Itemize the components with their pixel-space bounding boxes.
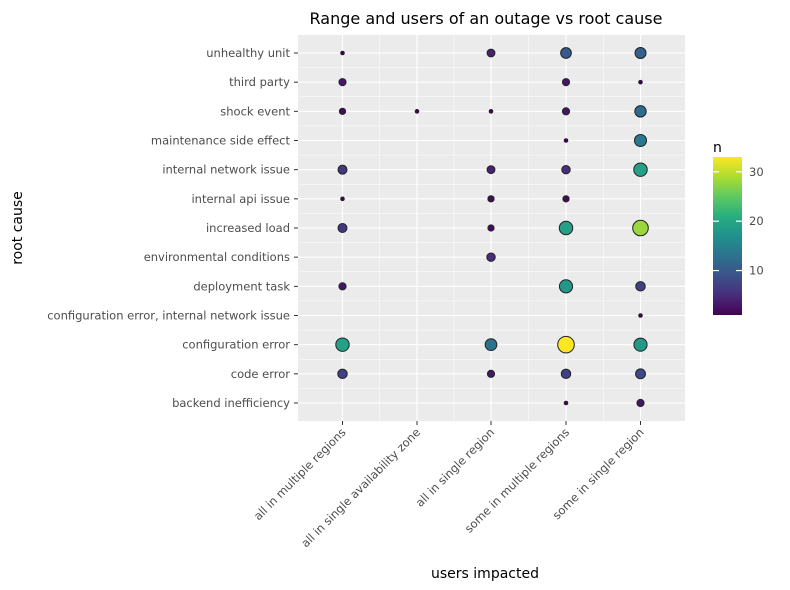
y-tick-label: maintenance side effect: [151, 134, 291, 148]
data-point: [563, 138, 569, 143]
chart-title: Range and users of an outage vs root cau…: [310, 9, 663, 28]
x-tick-label: all in single region: [413, 425, 497, 509]
data-point: [633, 133, 648, 148]
data-point: [638, 313, 643, 318]
y-tick-label: internal network issue: [162, 163, 290, 177]
y-tick-label: backend inefficiency: [172, 396, 290, 410]
data-point: [634, 46, 647, 60]
data-point: [484, 338, 498, 352]
y-tick-label: configuration error: [182, 338, 290, 352]
data-point: [487, 224, 495, 232]
data-point: [558, 220, 574, 236]
data-point: [488, 109, 494, 114]
legend-tick-label: 30: [749, 165, 764, 179]
data-point: [635, 281, 646, 292]
y-axis-label: root cause: [10, 191, 26, 265]
legend-tick-label: 20: [749, 214, 764, 228]
data-point: [338, 282, 347, 291]
legend-colorbar: [713, 157, 742, 315]
y-tick-label: increased load: [206, 221, 290, 235]
data-point: [338, 78, 347, 87]
y-tick-label: internal api issue: [191, 192, 290, 206]
data-point: [561, 164, 571, 175]
data-point: [558, 279, 574, 294]
data-point: [486, 165, 496, 175]
y-tick-label: third party: [229, 75, 290, 89]
data-point: [634, 105, 647, 118]
data-point: [633, 337, 648, 352]
color-legend: n 10 20 30: [713, 140, 764, 315]
data-point: [557, 335, 575, 354]
data-point: [486, 369, 496, 378]
legend-title: n: [713, 140, 722, 156]
data-point: [487, 195, 495, 203]
legend-tick-label: 10: [749, 264, 764, 278]
data-point: [337, 368, 348, 380]
data-point: [486, 252, 496, 262]
y-tick-label: environmental conditions: [144, 250, 290, 264]
data-point: [560, 368, 572, 380]
y-tick-label: code error: [231, 367, 291, 381]
y-tick-label: configuration error, internal network is…: [47, 309, 290, 323]
data-point: [635, 368, 646, 380]
x-tick-label: all in single availability zone: [298, 425, 423, 550]
data-point: [638, 79, 643, 85]
data-point: [561, 107, 571, 116]
data-point: [340, 196, 345, 202]
data-point: [562, 195, 570, 203]
data-point: [486, 48, 496, 58]
x-axis-label: users impacted: [431, 566, 539, 582]
data-point: [337, 223, 348, 233]
data-point: [632, 219, 649, 237]
data-point: [563, 400, 569, 406]
data-point: [335, 337, 350, 352]
data-point: [560, 47, 572, 59]
y-tick-label: deployment task: [193, 279, 290, 293]
data-point: [636, 398, 645, 408]
data-point: [337, 164, 348, 175]
data-point: [414, 109, 420, 114]
data-point: [340, 50, 345, 56]
data-point: [338, 107, 347, 115]
data-point: [633, 162, 648, 177]
y-axis-ticks: backend inefficiency code error configurat…: [47, 46, 298, 410]
data-points: [335, 46, 649, 408]
y-tick-label: shock event: [220, 104, 290, 118]
y-tick-label: unhealthy unit: [206, 46, 290, 60]
data-point: [561, 78, 571, 87]
